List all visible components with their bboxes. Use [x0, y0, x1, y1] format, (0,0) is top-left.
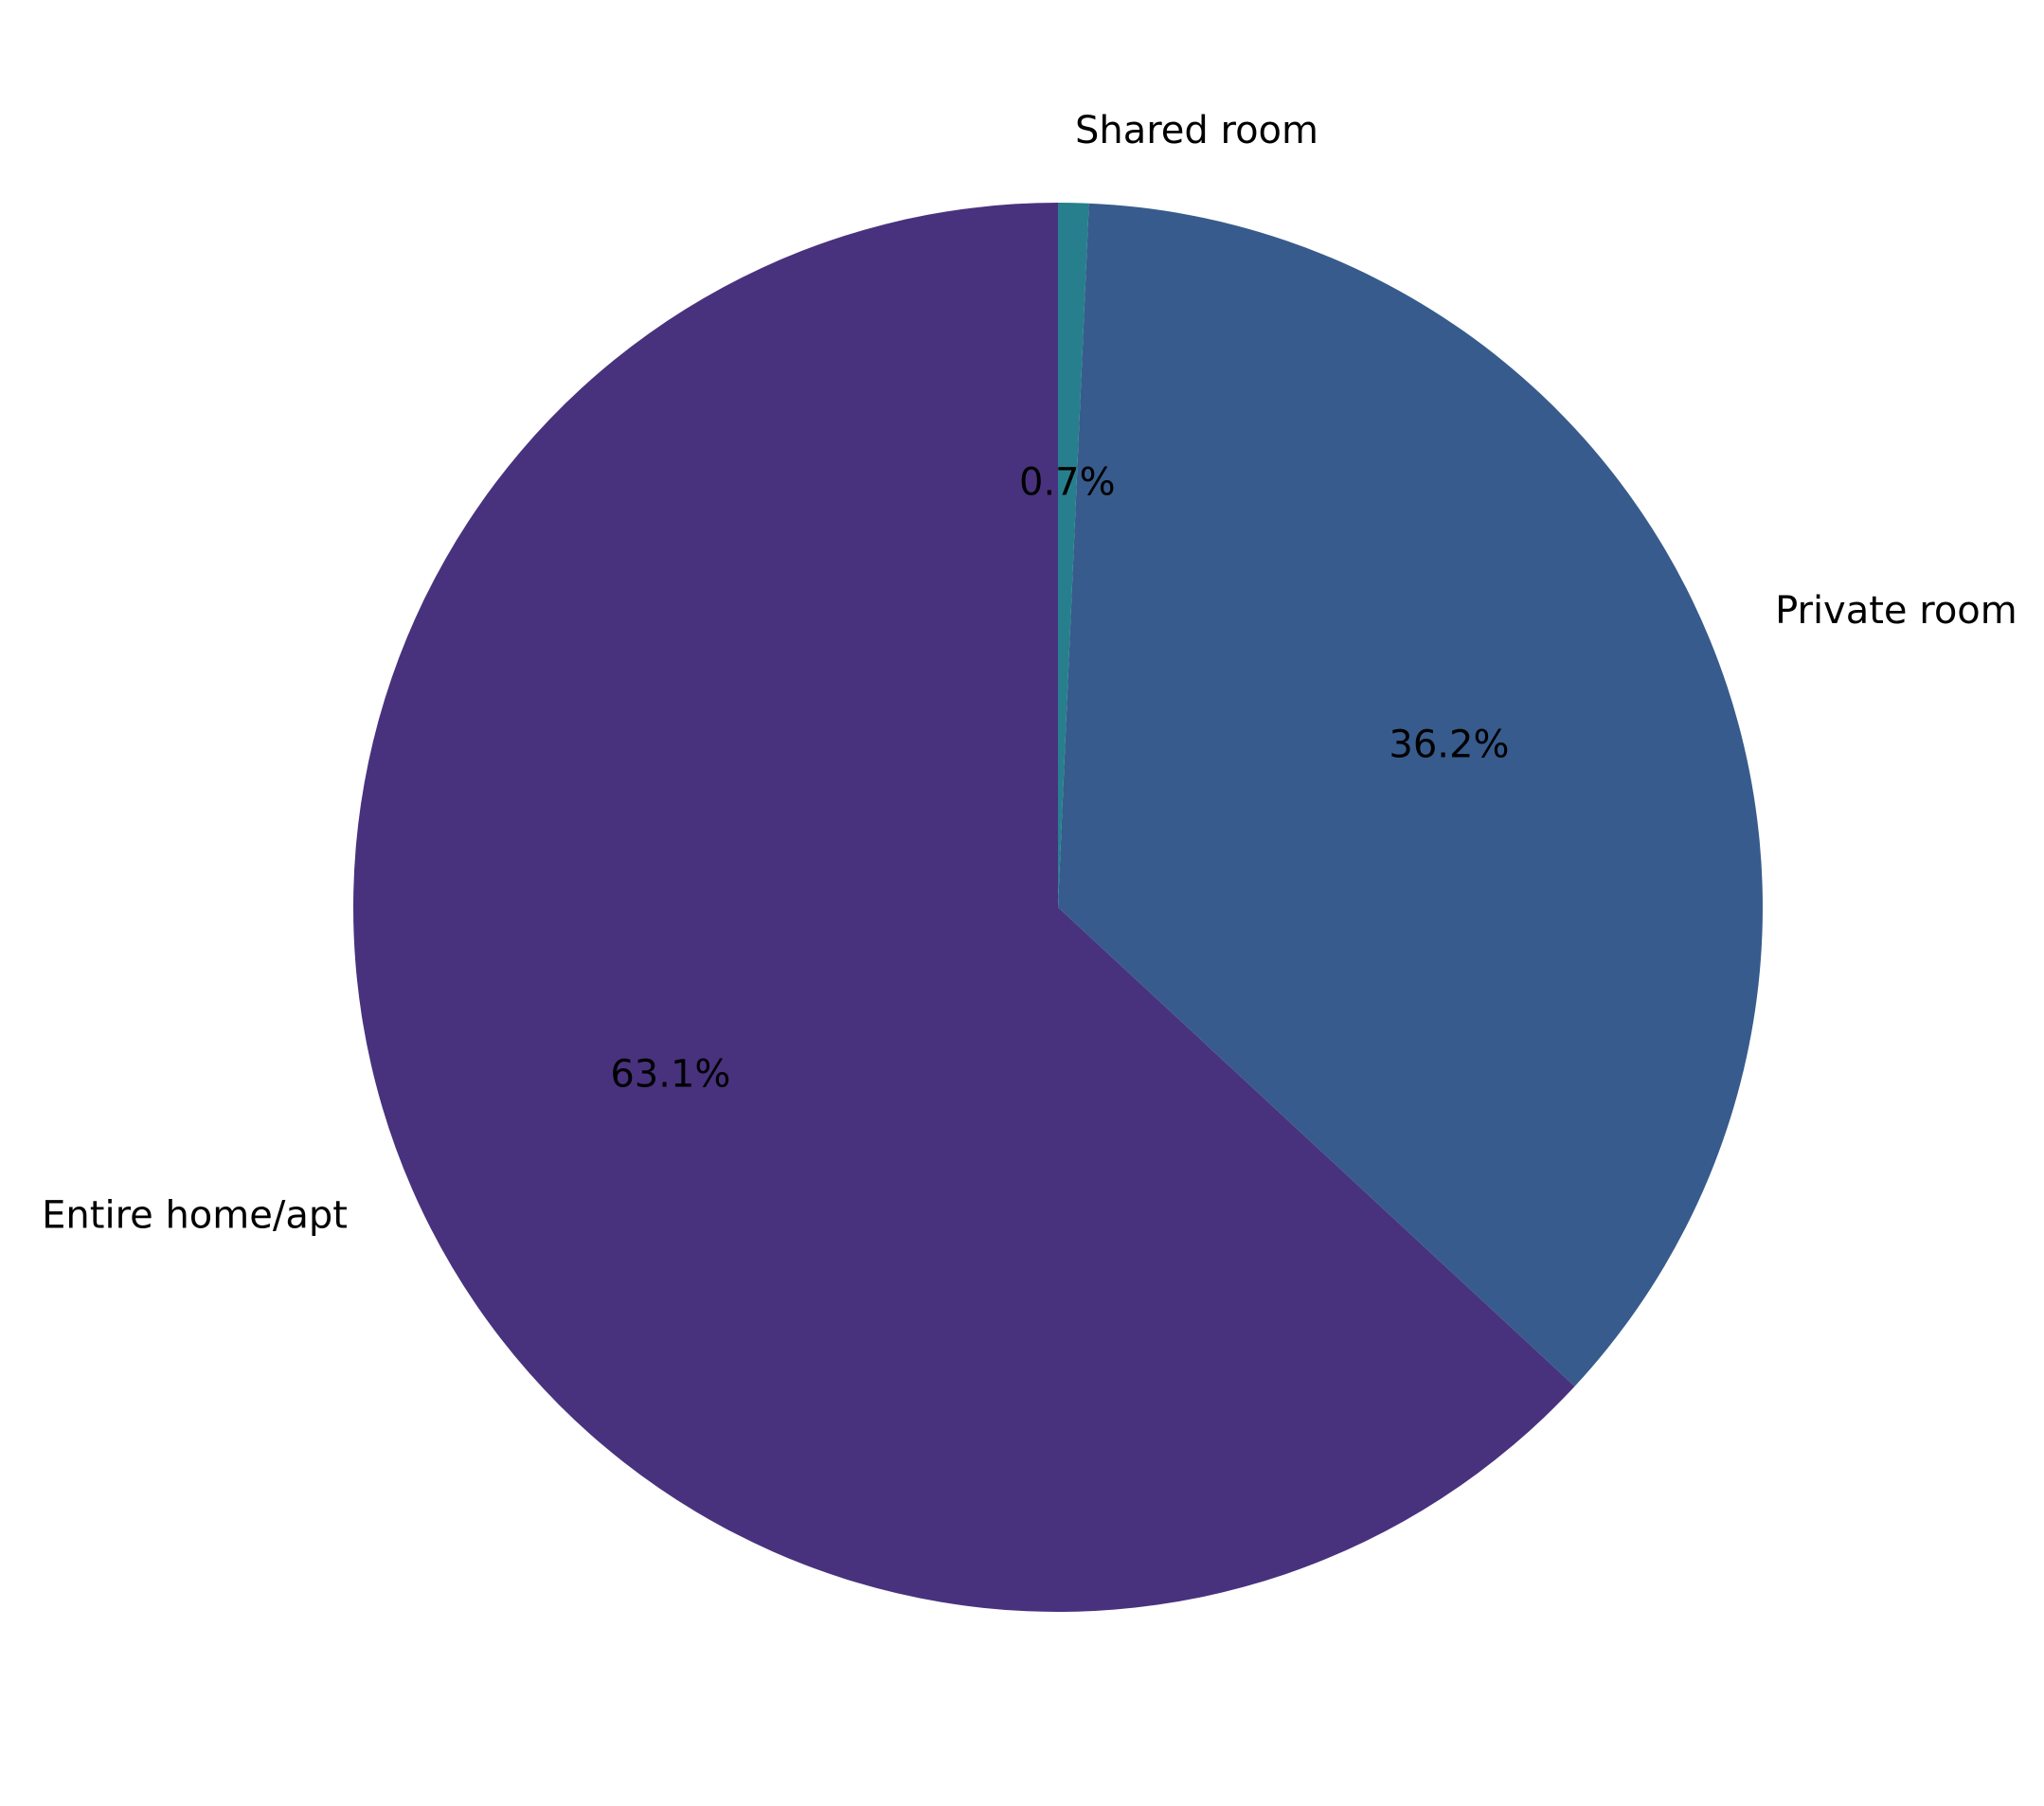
- slice-label-private-room: Private room: [1775, 589, 2017, 633]
- pie-slice-private-room: [1058, 203, 1763, 1386]
- pie-slices: [352, 203, 1763, 1612]
- pie-slice-entire-home-apt: [352, 203, 1575, 1612]
- slice-label-entire-home-apt: Entire home/apt: [42, 1193, 348, 1237]
- pie-slice-shared-room: [1058, 203, 1089, 907]
- slice-pct-private-room: 36.2%: [1389, 723, 1509, 766]
- slice-pct-shared-room: 0.7%: [1019, 461, 1116, 505]
- slice-pct-entire-home-apt: 63.1%: [610, 1053, 730, 1097]
- pie-labels: Entire home/apt Private room Shared room…: [42, 109, 2017, 1238]
- slice-label-shared-room: Shared room: [1075, 109, 1318, 152]
